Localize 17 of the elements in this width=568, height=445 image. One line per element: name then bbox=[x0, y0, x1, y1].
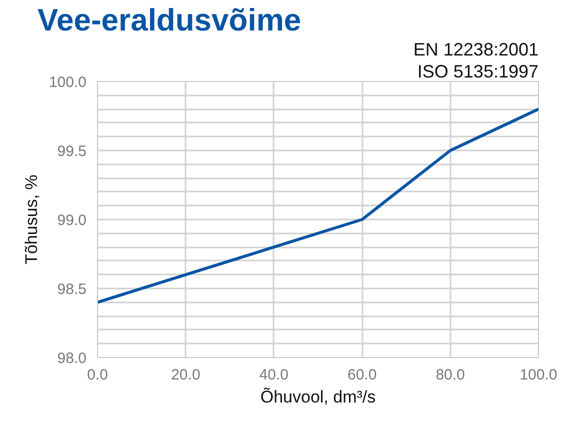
annotation: ISO 5135:1997 bbox=[417, 62, 539, 82]
x-tick-label: 20.0 bbox=[171, 366, 200, 384]
y-tick-label: 100.0 bbox=[48, 74, 87, 91]
x-tick-label: 40.0 bbox=[259, 366, 289, 384]
x-tick-label: 60.0 bbox=[348, 366, 377, 384]
y-tick-label: 98.5 bbox=[57, 281, 87, 298]
y-tick-label: 99.5 bbox=[57, 143, 87, 160]
x-tick-label: 0.0 bbox=[87, 366, 108, 384]
text: EN 12238:2001 bbox=[413, 40, 539, 60]
y-axis-title: Tõhusus, % bbox=[22, 174, 41, 264]
y-tick-label: 98.0 bbox=[57, 350, 87, 367]
x-tick-label: 80.0 bbox=[436, 366, 465, 384]
x-tick-label: 100.0 bbox=[520, 366, 558, 384]
chart-title: Vee-eraldusvõime bbox=[38, 2, 302, 38]
line-series bbox=[98, 108, 538, 304]
y-tick-label: 99.0 bbox=[57, 212, 87, 229]
x-axis-title: Õhuvool, dm³/s bbox=[260, 388, 376, 406]
